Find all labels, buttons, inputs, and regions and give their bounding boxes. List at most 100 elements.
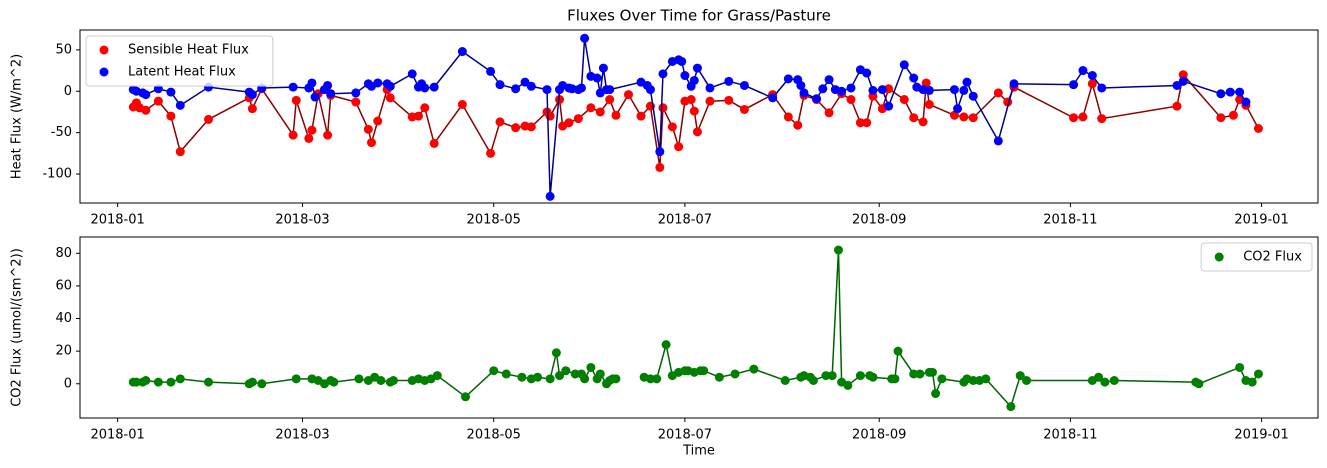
y-tick-label: 20 <box>55 344 72 359</box>
point <box>783 74 793 84</box>
point <box>1241 97 1251 107</box>
legend-marker <box>99 67 109 77</box>
point <box>376 375 386 385</box>
point <box>570 369 580 379</box>
point <box>855 371 865 381</box>
point <box>1109 375 1119 385</box>
point <box>846 83 856 93</box>
point <box>862 118 872 128</box>
point <box>166 87 176 97</box>
point <box>739 104 749 114</box>
point <box>909 113 919 123</box>
point <box>931 389 941 399</box>
point <box>915 369 925 379</box>
point <box>927 367 937 377</box>
point <box>323 80 333 90</box>
x-tick-label: 2018-03 <box>275 213 329 228</box>
point <box>837 86 847 96</box>
point <box>555 95 565 105</box>
y-axis-label: Heat Flux (W/m^2) <box>10 54 25 179</box>
chart-title: Fluxes Over Time for Grass/Pasture <box>567 7 831 25</box>
point <box>846 95 856 105</box>
point <box>288 82 298 92</box>
x-axis-label: Time <box>682 444 715 459</box>
y-axis-label: CO2 Flux (umol/(sm^2)) <box>10 248 25 407</box>
point <box>796 80 806 90</box>
point <box>1078 66 1088 76</box>
point <box>429 82 439 92</box>
point <box>573 114 583 124</box>
point <box>432 371 442 381</box>
point <box>959 85 969 95</box>
point <box>247 104 257 114</box>
point <box>677 56 687 66</box>
point <box>705 96 715 106</box>
legend-marker <box>99 45 109 55</box>
point <box>686 95 696 105</box>
point <box>153 96 163 106</box>
point <box>793 120 803 130</box>
point <box>420 103 430 113</box>
point <box>780 375 790 385</box>
point <box>351 88 361 98</box>
point <box>667 122 677 132</box>
point <box>953 104 963 114</box>
point <box>824 108 834 118</box>
axes-frame <box>79 236 1319 419</box>
legend-label: CO2 Flux <box>1243 250 1302 265</box>
point <box>1100 377 1110 387</box>
point <box>605 85 615 95</box>
point <box>833 245 843 255</box>
x-tick-label: 2018-09 <box>852 428 906 443</box>
point <box>884 101 894 111</box>
point <box>993 88 1003 98</box>
x-tick-label: 2018-07 <box>658 213 712 228</box>
point <box>595 369 605 379</box>
point <box>1097 114 1107 124</box>
point <box>247 377 257 387</box>
point <box>580 374 590 384</box>
point <box>247 90 257 100</box>
point <box>385 93 395 103</box>
point <box>824 75 834 85</box>
point <box>291 374 301 384</box>
point <box>1253 124 1263 134</box>
x-tick-label: 2019-01 <box>1234 428 1288 443</box>
legend-label: Sensible Heat Flux <box>128 43 249 58</box>
point <box>511 84 521 94</box>
point <box>962 77 972 87</box>
point <box>821 371 831 381</box>
axes-frame <box>79 29 1319 204</box>
point <box>899 60 909 70</box>
point <box>981 374 991 384</box>
point <box>724 95 734 105</box>
series-line <box>132 73 1260 168</box>
point <box>413 111 423 121</box>
point <box>699 366 709 376</box>
point <box>511 123 521 133</box>
point <box>827 371 837 381</box>
y-tick-label: 0 <box>64 84 72 99</box>
point <box>486 66 496 76</box>
point <box>783 112 793 122</box>
point <box>877 85 887 95</box>
point <box>937 374 947 384</box>
point <box>623 90 633 100</box>
point <box>1022 375 1032 385</box>
point <box>924 99 934 109</box>
point <box>326 89 336 99</box>
point <box>580 33 590 43</box>
point <box>705 83 715 93</box>
legend-box <box>1200 242 1313 272</box>
point <box>551 348 561 358</box>
point <box>373 116 383 126</box>
point <box>166 377 176 387</box>
point <box>175 374 185 384</box>
point <box>420 83 430 93</box>
point <box>714 372 724 382</box>
point <box>576 83 586 93</box>
point <box>689 75 699 85</box>
point <box>768 93 778 103</box>
point <box>1087 79 1097 89</box>
point <box>645 374 655 384</box>
